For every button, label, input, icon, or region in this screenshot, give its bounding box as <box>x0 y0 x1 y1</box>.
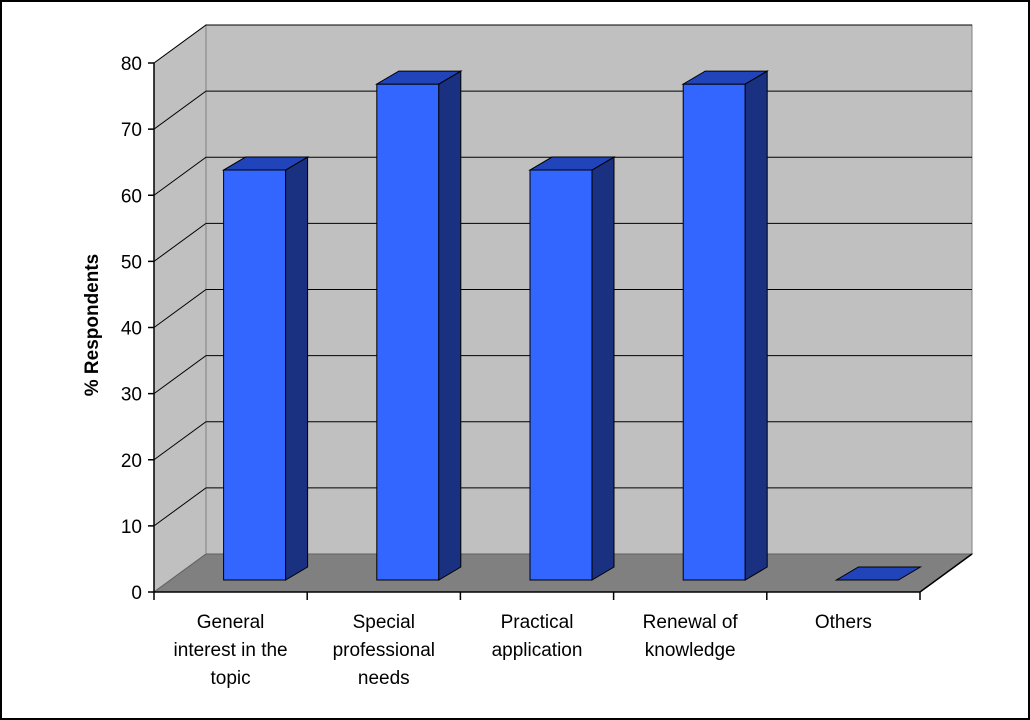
y-tick-label: 40 <box>121 319 142 340</box>
y-tick-label: 30 <box>121 385 142 406</box>
bar-top <box>221 156 310 171</box>
y-tick-label: 60 <box>121 186 142 207</box>
bar-top <box>681 70 770 85</box>
axes <box>148 62 973 600</box>
x-category-label: Practical application <box>492 612 583 661</box>
y-tick-label: 10 <box>121 517 142 538</box>
y-tick-label: 20 <box>121 451 142 472</box>
bar <box>834 566 923 581</box>
x-category-label: General interest in the topic <box>174 612 288 689</box>
bar-front <box>529 169 593 581</box>
bar <box>374 70 463 581</box>
bar-top <box>834 566 923 581</box>
y-tick-label: 70 <box>121 120 142 141</box>
x-category-label: Special professional needs <box>333 612 435 689</box>
y-axis-title: % Respondents <box>82 254 103 397</box>
y-tick-label: 50 <box>121 252 142 273</box>
bar-side <box>744 70 768 581</box>
y-tick-labels: 0 10 20 30 40 50 60 70 80 <box>121 54 142 604</box>
bar-front <box>376 83 440 581</box>
x-category-label: Others <box>815 612 872 633</box>
bars <box>221 70 923 581</box>
bar-front <box>682 83 746 581</box>
gridline <box>153 24 972 64</box>
bar-top <box>528 156 616 171</box>
bar-front <box>223 169 287 581</box>
bar <box>681 70 770 581</box>
bar <box>528 156 616 581</box>
bar-side <box>438 70 462 581</box>
bar-top <box>374 70 463 85</box>
floor-edge-right <box>919 553 973 593</box>
x-category-labels: General interest in the topic Special profes… <box>174 612 872 689</box>
y-tick-label: 80 <box>121 54 142 75</box>
y-tick-label: 0 <box>131 583 142 604</box>
bar <box>221 156 310 581</box>
x-category-label: Renewal of knowledge <box>643 612 739 661</box>
bar-side <box>591 156 615 581</box>
bar-side <box>285 156 309 581</box>
